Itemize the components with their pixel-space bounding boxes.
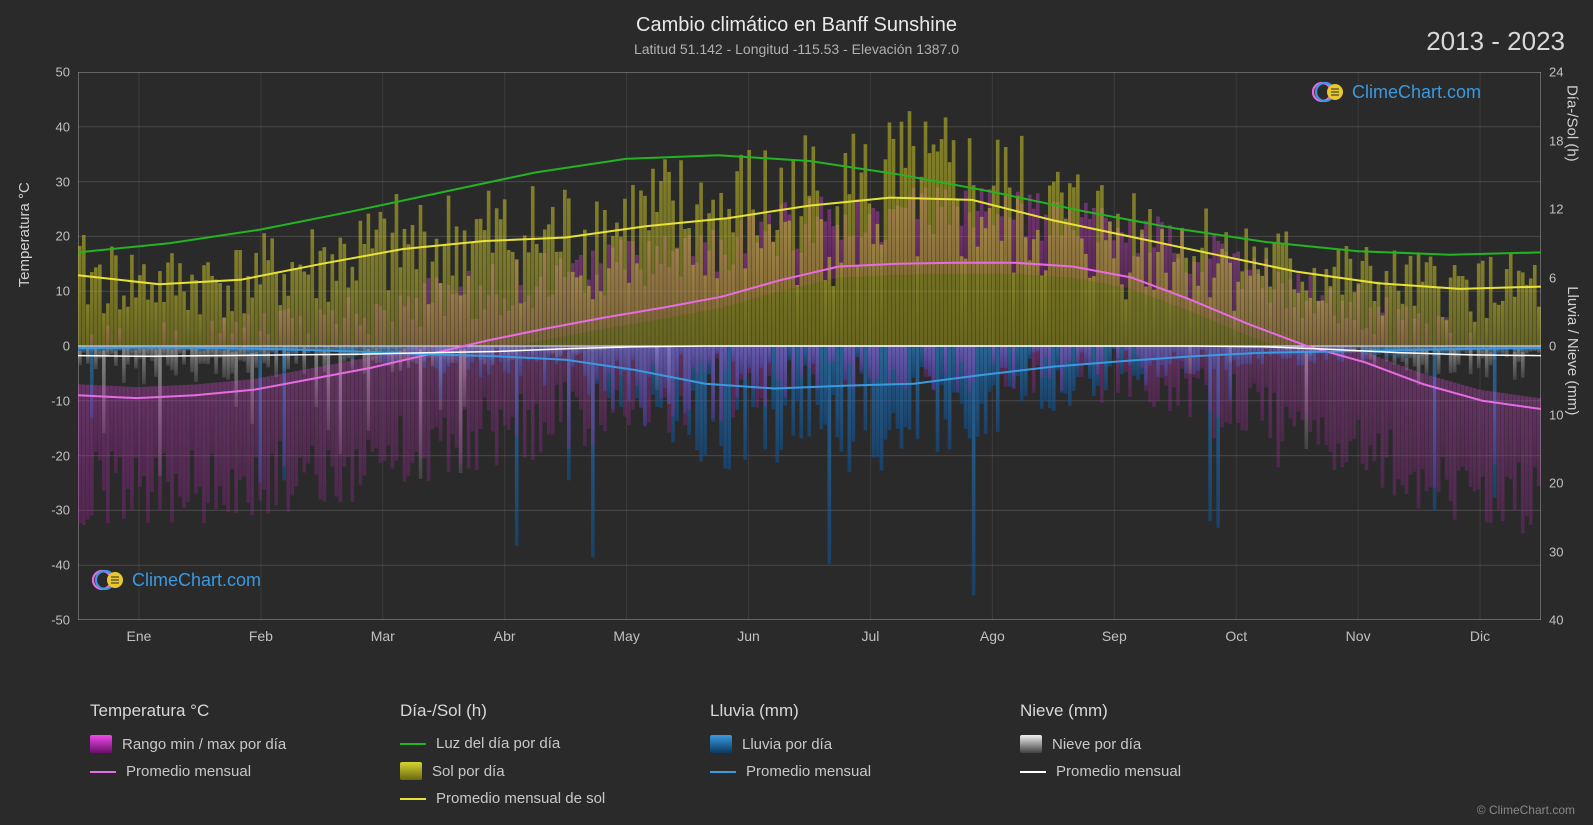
legend: Temperatura °C Rango min / max por día Pro… bbox=[90, 701, 1553, 807]
y-tick-right-mm: 40 bbox=[1549, 613, 1563, 628]
legend-group: Día-/Sol (h) Luz del día por día Sol por d… bbox=[400, 701, 670, 807]
x-tick-month: Ago bbox=[980, 628, 1005, 644]
watermark-top: ClimeChart.com bbox=[1312, 80, 1481, 104]
y-tick-left: 20 bbox=[56, 229, 70, 244]
year-range: 2013 - 2023 bbox=[1426, 26, 1565, 57]
y-tick-left: 50 bbox=[56, 65, 70, 80]
legend-item: Sol por día bbox=[400, 762, 670, 780]
y-tick-left: -30 bbox=[51, 503, 70, 518]
legend-swatch bbox=[400, 762, 422, 780]
x-tick-month: Abr bbox=[494, 628, 516, 644]
x-tick-month: Mar bbox=[371, 628, 395, 644]
x-tick-month: Jun bbox=[737, 628, 760, 644]
legend-swatch bbox=[710, 735, 732, 753]
x-tick-month: Nov bbox=[1346, 628, 1371, 644]
watermark-text: ClimeChart.com bbox=[1352, 82, 1481, 103]
legend-label: Promedio mensual bbox=[746, 763, 871, 780]
y-tick-left: -50 bbox=[51, 613, 70, 628]
y-tick-left: 10 bbox=[56, 284, 70, 299]
legend-item: Promedio mensual de sol bbox=[400, 790, 670, 807]
copyright: © ClimeChart.com bbox=[1477, 803, 1575, 817]
x-tick-month: Dic bbox=[1470, 628, 1490, 644]
y-axis-label-right-bottom: Lluvia / Nieve (mm) bbox=[1564, 286, 1581, 415]
legend-label: Promedio mensual bbox=[126, 763, 251, 780]
legend-title: Día-/Sol (h) bbox=[400, 701, 670, 721]
legend-label: Luz del día por día bbox=[436, 735, 560, 752]
y-tick-right-hours: 18 bbox=[1549, 133, 1563, 148]
chart-subtitle: Latitud 51.142 - Longitud -115.53 - Elev… bbox=[0, 37, 1593, 57]
plot-area: ClimeChart.com ClimeChart.com50403020100… bbox=[78, 72, 1541, 620]
y-tick-left: 30 bbox=[56, 174, 70, 189]
y-tick-left: -10 bbox=[51, 393, 70, 408]
y-tick-left: 0 bbox=[63, 339, 70, 354]
legend-line-swatch bbox=[1020, 771, 1046, 773]
legend-label: Promedio mensual de sol bbox=[436, 790, 605, 807]
x-tick-month: Feb bbox=[249, 628, 273, 644]
legend-label: Rango min / max por día bbox=[122, 736, 286, 753]
legend-item: Luz del día por día bbox=[400, 735, 670, 752]
y-tick-left: -20 bbox=[51, 448, 70, 463]
y-tick-right-mm: 30 bbox=[1549, 544, 1563, 559]
legend-title: Temperatura °C bbox=[90, 701, 360, 721]
legend-item: Rango min / max por día bbox=[90, 735, 360, 753]
x-tick-month: May bbox=[613, 628, 639, 644]
watermark-text: ClimeChart.com bbox=[132, 570, 261, 591]
y-tick-left: -40 bbox=[51, 558, 70, 573]
y-tick-left: 40 bbox=[56, 119, 70, 134]
x-tick-month: Oct bbox=[1225, 628, 1247, 644]
x-tick-month: Jul bbox=[862, 628, 880, 644]
legend-label: Sol por día bbox=[432, 763, 505, 780]
legend-title: Nieve (mm) bbox=[1020, 701, 1290, 721]
legend-label: Lluvia por día bbox=[742, 736, 832, 753]
watermark-bottom: ClimeChart.com bbox=[92, 568, 261, 592]
legend-group: Temperatura °C Rango min / max por día Pro… bbox=[90, 701, 360, 807]
legend-line-swatch bbox=[710, 771, 736, 773]
legend-line-swatch bbox=[90, 771, 116, 773]
x-tick-month: Sep bbox=[1102, 628, 1127, 644]
legend-item: Lluvia por día bbox=[710, 735, 980, 753]
legend-item: Nieve por día bbox=[1020, 735, 1290, 753]
legend-group: Nieve (mm) Nieve por día Promedio mensual bbox=[1020, 701, 1290, 807]
y-tick-right-mm: 10 bbox=[1549, 407, 1563, 422]
legend-item: Promedio mensual bbox=[710, 763, 980, 780]
x-tick-month: Ene bbox=[126, 628, 151, 644]
y-axis-label-right-top: Día-/Sol (h) bbox=[1564, 85, 1581, 162]
legend-item: Promedio mensual bbox=[90, 763, 360, 780]
legend-line-swatch bbox=[400, 798, 426, 800]
y-tick-right-mm: 20 bbox=[1549, 476, 1563, 491]
legend-label: Promedio mensual bbox=[1056, 763, 1181, 780]
chart-title: Cambio climático en Banff Sunshine bbox=[0, 0, 1593, 37]
y-axis-label-left: Temperatura °C bbox=[16, 182, 33, 287]
y-tick-right-hours: 6 bbox=[1549, 270, 1556, 285]
legend-group: Lluvia (mm) Lluvia por día Promedio mensua… bbox=[710, 701, 980, 807]
legend-line-swatch bbox=[400, 743, 426, 745]
y-tick-right-hours: 24 bbox=[1549, 65, 1563, 80]
legend-swatch bbox=[90, 735, 112, 753]
legend-item: Promedio mensual bbox=[1020, 763, 1290, 780]
legend-title: Lluvia (mm) bbox=[710, 701, 980, 721]
plot-svg bbox=[78, 72, 1541, 620]
y-tick-right-hours: 12 bbox=[1549, 202, 1563, 217]
legend-label: Nieve por día bbox=[1052, 736, 1141, 753]
y-tick-right-hours: 0 bbox=[1549, 339, 1556, 354]
climate-chart: Cambio climático en Banff Sunshine Latit… bbox=[0, 0, 1593, 825]
legend-swatch bbox=[1020, 735, 1042, 753]
